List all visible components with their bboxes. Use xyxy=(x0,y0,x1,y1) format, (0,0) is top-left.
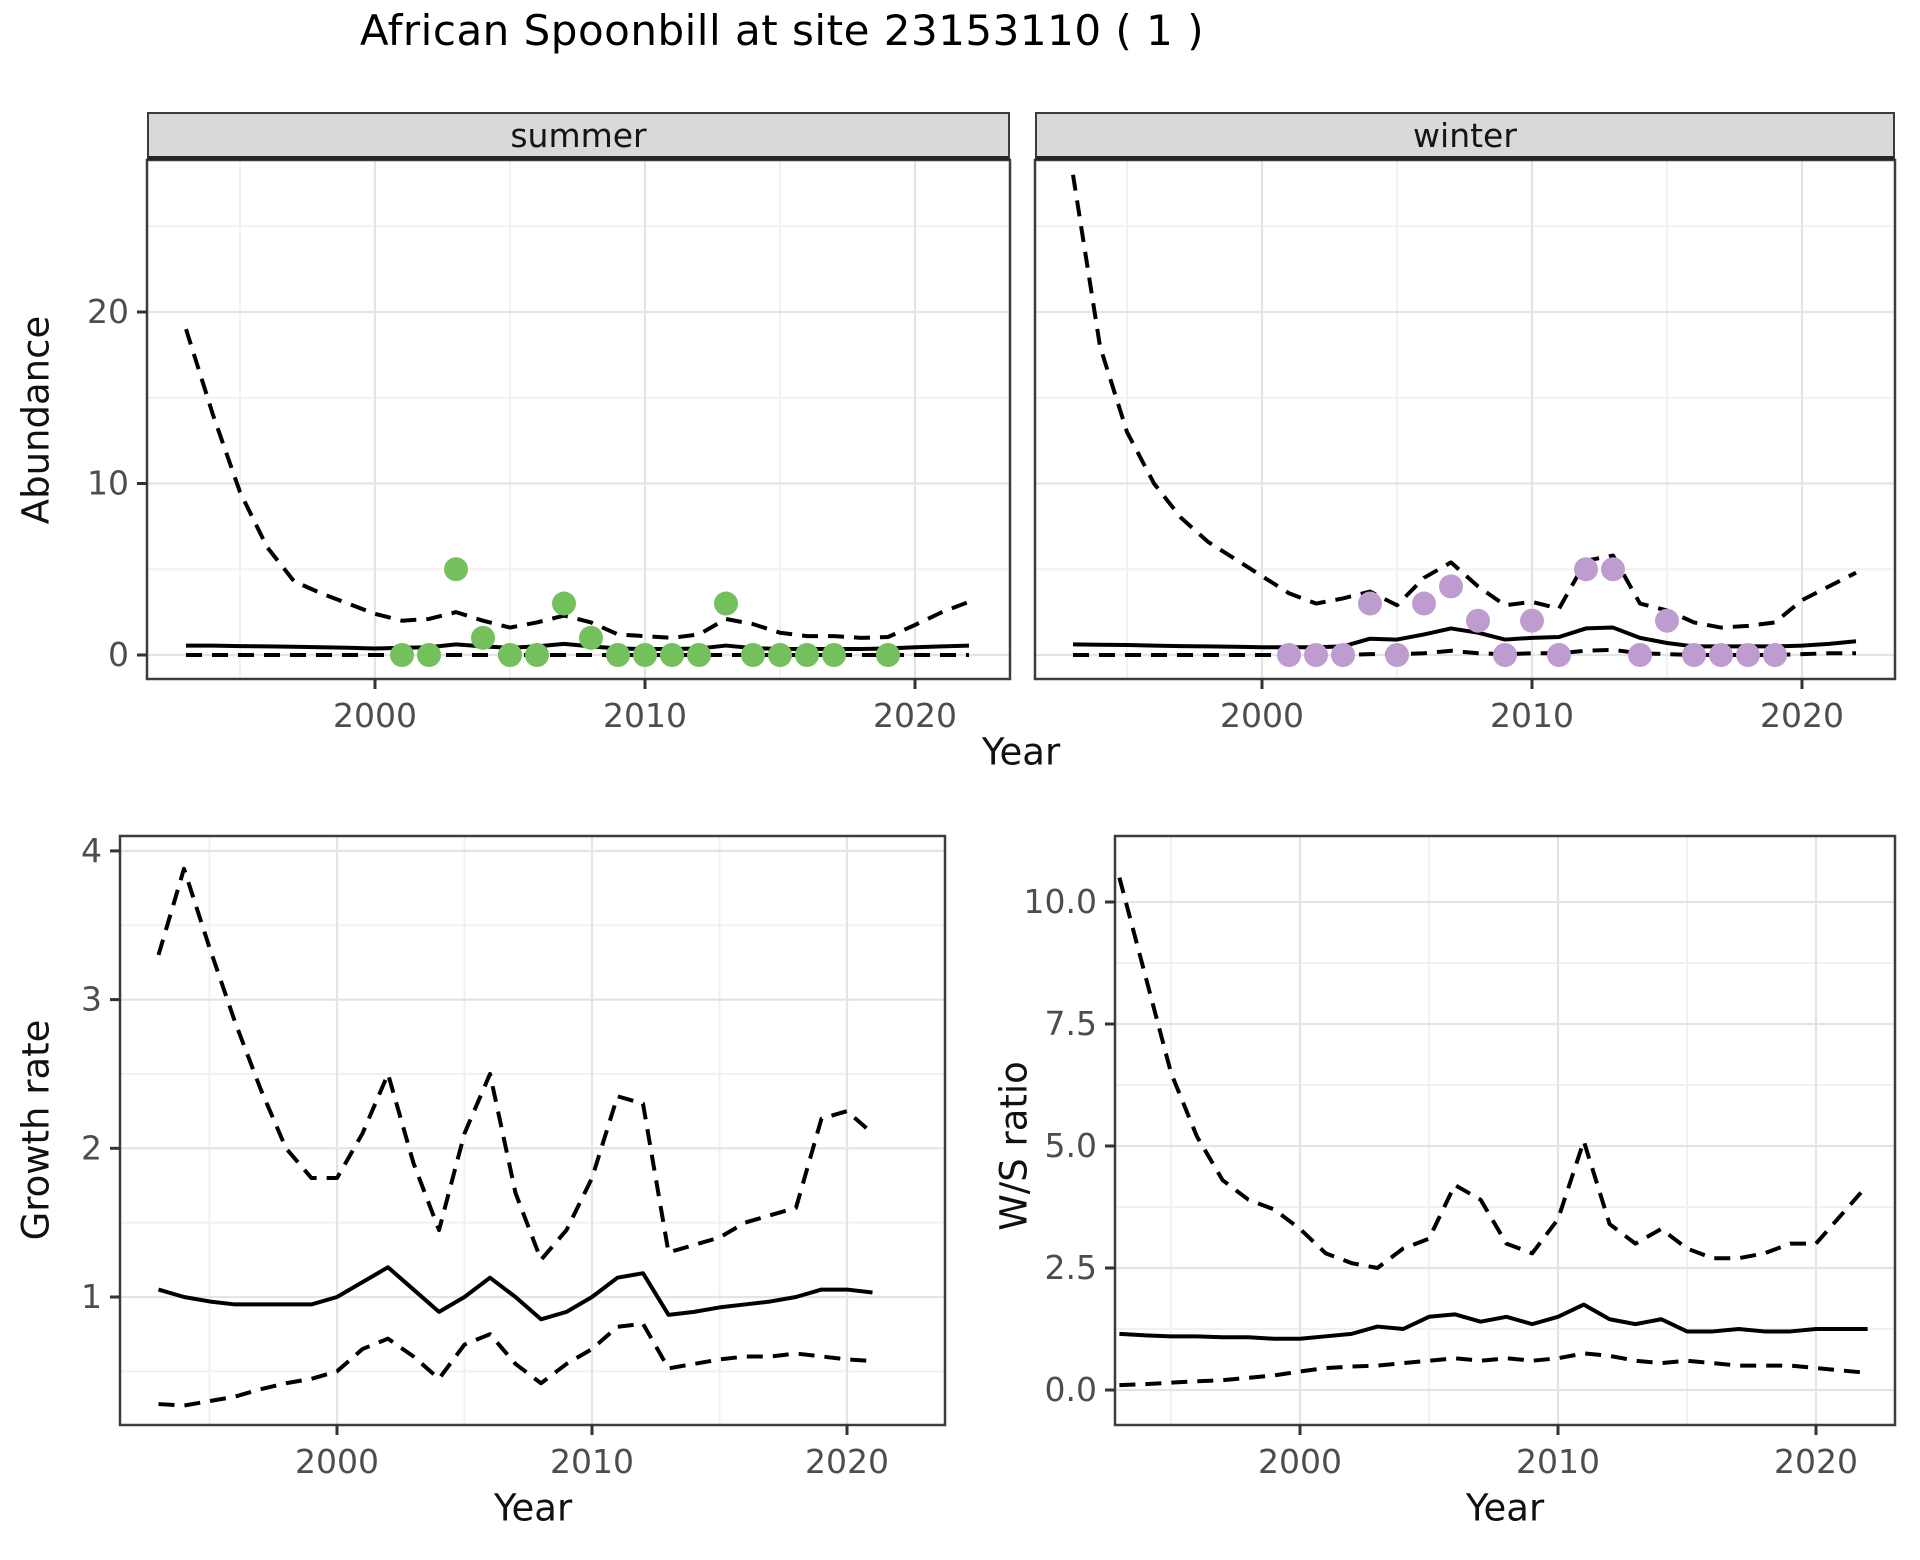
x-tick-label: 2000 xyxy=(1258,1442,1342,1481)
winter-data-point xyxy=(1304,643,1328,667)
x-axis-title-year-top: Year xyxy=(981,730,1061,774)
winter-data-point xyxy=(1547,643,1571,667)
winter-data-point xyxy=(1601,557,1625,582)
growth-panel-border xyxy=(118,834,947,1427)
growth-median-line xyxy=(157,1265,873,1322)
y-tick-label: 2.5 xyxy=(1045,1248,1097,1287)
y-tick-label: 4 xyxy=(81,831,102,870)
winter-data-point xyxy=(1493,643,1517,667)
summer-data-point xyxy=(390,643,414,667)
y-tick-label: 1 xyxy=(81,1277,102,1316)
x-tick-label: 2010 xyxy=(1490,696,1574,735)
summer-data-point xyxy=(417,643,441,667)
summer-data-point xyxy=(525,643,549,667)
winter-data-point xyxy=(1628,643,1652,667)
summer-data-point xyxy=(741,643,765,667)
winter-panel-background xyxy=(1035,160,1895,679)
summer-data-point xyxy=(498,643,522,667)
y-tick-label: 5.0 xyxy=(1045,1126,1097,1165)
winter-data-point xyxy=(1412,591,1436,616)
ws-panel-background xyxy=(1115,836,1895,1425)
summer-data-point xyxy=(444,557,468,582)
ws-lower_ci-line xyxy=(1119,1351,1868,1388)
facet-strip-summer-label: summer xyxy=(510,115,647,155)
x-tick-label: 2000 xyxy=(333,696,417,735)
winter-data-point xyxy=(1655,608,1679,633)
y-axis-title-growth-rate: Growth rate xyxy=(14,1019,58,1241)
winter-data-point xyxy=(1277,643,1301,667)
winter-data-point xyxy=(1331,643,1355,667)
y-axis-title-ws-ratio: W/S ratio xyxy=(992,1061,1036,1231)
summer-data-point xyxy=(552,591,576,616)
winter-data-point xyxy=(1736,643,1760,667)
facet-strip-winter-label: winter xyxy=(1413,115,1517,155)
summer-panel-border xyxy=(145,158,1012,681)
summer-data-point xyxy=(768,643,792,667)
x-tick-label: 2020 xyxy=(805,1442,889,1481)
y-tick-label: 7.5 xyxy=(1045,1004,1097,1043)
winter-data-point xyxy=(1520,608,1544,633)
x-tick-label: 2020 xyxy=(1774,1442,1858,1481)
x-tick-label: 2020 xyxy=(1760,696,1844,735)
summer-data-point xyxy=(633,643,657,667)
y-tick-label: 10 xyxy=(87,464,129,503)
ws-panel-border xyxy=(1113,834,1897,1427)
winter-panel-border xyxy=(1033,158,1897,681)
summer-data-point xyxy=(714,591,738,616)
x-tick-label: 2000 xyxy=(1220,696,1304,735)
summer-data-point xyxy=(822,643,846,667)
x-tick-label: 2000 xyxy=(295,1442,379,1481)
summer-upper_ci-line xyxy=(184,328,970,640)
y-tick-label: 2 xyxy=(81,1128,102,1167)
winter-data-point xyxy=(1682,643,1706,667)
summer-data-point xyxy=(687,643,711,667)
growth-lower_ci-line xyxy=(158,1321,873,1408)
winter-data-point xyxy=(1709,643,1733,667)
winter-data-point xyxy=(1466,608,1490,633)
winter-data-point xyxy=(1439,574,1463,599)
ws-upper_ci-line xyxy=(1117,877,1870,1270)
winter-upper_ci-line xyxy=(1071,174,1857,630)
x-axis-title-year-bottom-left: Year xyxy=(493,1486,573,1530)
winter-data-point xyxy=(1385,643,1409,667)
facet-strip-winter: winter xyxy=(1035,112,1895,160)
chart-title: African Spoonbill at site 23153110 ( 1 ) xyxy=(359,6,1205,55)
summer-data-point xyxy=(876,643,900,667)
winter-data-point xyxy=(1574,557,1598,582)
winter-data-point xyxy=(1763,643,1787,667)
summer-data-point xyxy=(795,643,819,667)
y-tick-label: 0 xyxy=(108,635,129,674)
x-tick-label: 2020 xyxy=(873,696,957,735)
x-tick-label: 2010 xyxy=(550,1442,634,1481)
x-tick-label: 2010 xyxy=(603,696,687,735)
y-axis-title-abundance: Abundance xyxy=(14,315,58,525)
summer-panel-background xyxy=(147,160,1010,679)
growth-upper_ci-line xyxy=(156,866,874,1262)
y-tick-label: 0.0 xyxy=(1045,1370,1097,1409)
winter-data-point xyxy=(1358,591,1382,616)
y-tick-label: 3 xyxy=(81,980,102,1019)
ws-median-line xyxy=(1119,1302,1868,1341)
facet-strip-summer: summer xyxy=(147,112,1010,160)
summer-data-point xyxy=(579,625,603,650)
x-tick-label: 2010 xyxy=(1516,1442,1600,1481)
summer-data-point xyxy=(606,643,630,667)
x-axis-title-year-bottom-right: Year xyxy=(1465,1486,1545,1530)
growth-panel-background xyxy=(120,836,945,1425)
y-tick-label: 10.0 xyxy=(1024,882,1097,921)
y-tick-label: 20 xyxy=(87,292,129,331)
summer-data-point xyxy=(660,643,684,667)
summer-data-point xyxy=(471,625,495,650)
